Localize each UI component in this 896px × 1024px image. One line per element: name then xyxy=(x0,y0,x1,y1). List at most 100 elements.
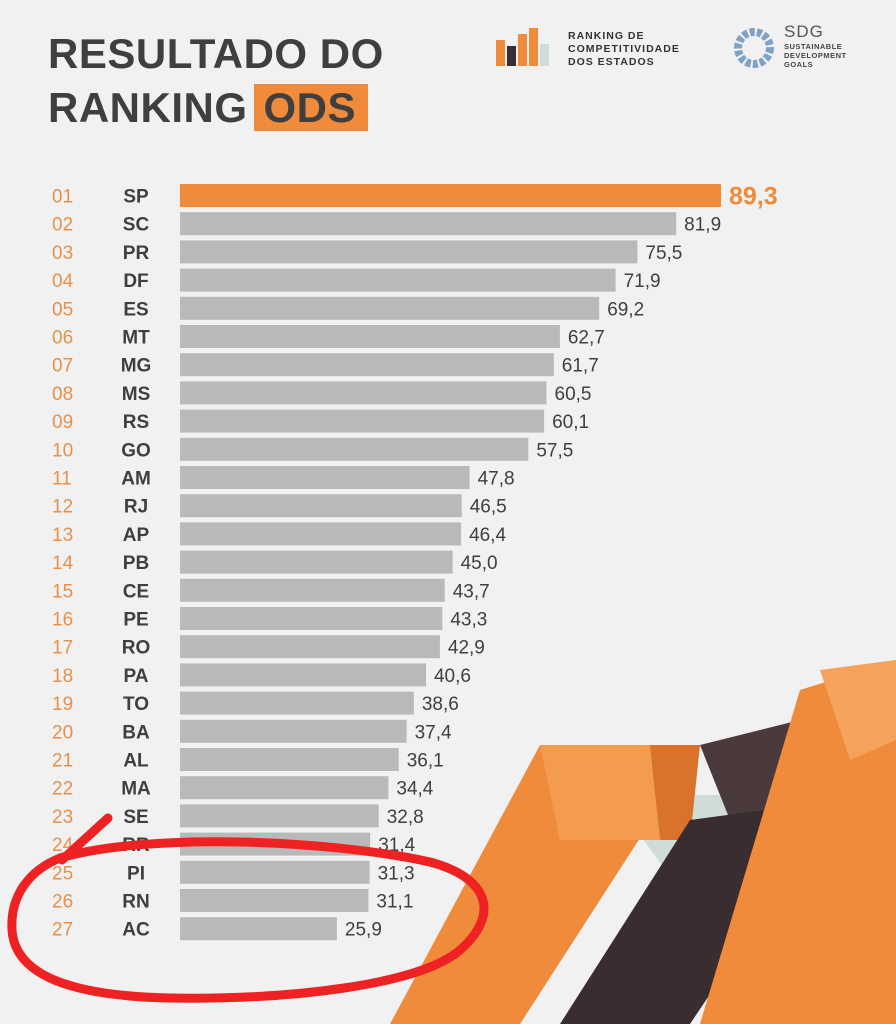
rank-number: 08 xyxy=(52,384,73,405)
title-ranking-word: RANKING xyxy=(48,84,248,131)
state-label: RJ xyxy=(124,497,148,518)
state-label: AC xyxy=(122,920,150,941)
rank-number: 06 xyxy=(52,328,73,349)
rank-number: 24 xyxy=(52,835,74,856)
state-label: SC xyxy=(123,215,150,236)
bar xyxy=(180,268,616,292)
bar xyxy=(180,212,677,236)
rank-number: 05 xyxy=(52,299,73,320)
rank-number: 21 xyxy=(52,751,73,772)
state-label: GO xyxy=(121,440,151,461)
state-label: AL xyxy=(123,751,149,772)
value-label: 31,4 xyxy=(378,835,415,856)
value-label: 81,9 xyxy=(684,215,721,236)
value-label: 36,1 xyxy=(407,751,444,772)
rank-number: 12 xyxy=(52,497,73,518)
sdg-logo-line: DEVELOPMENT xyxy=(784,51,847,60)
bar xyxy=(180,466,470,489)
rank-number: 19 xyxy=(52,694,73,715)
title-line-2: RANKING ODS xyxy=(48,84,384,132)
state-label: MA xyxy=(121,779,151,800)
value-label: 57,5 xyxy=(536,440,573,461)
rank-number: 14 xyxy=(52,553,74,574)
rank-number: 18 xyxy=(52,666,73,687)
state-label: RR xyxy=(122,835,150,856)
value-label: 69,2 xyxy=(607,299,644,320)
rank-number: 17 xyxy=(52,638,73,659)
bar xyxy=(180,917,337,941)
bar xyxy=(180,409,545,433)
sdg-logo-line: GOALS xyxy=(784,60,814,69)
bar xyxy=(180,296,600,320)
value-label: 75,5 xyxy=(645,243,682,264)
state-label: RS xyxy=(123,412,149,433)
bar xyxy=(180,719,407,743)
state-label: TO xyxy=(123,694,149,715)
value-label: 46,4 xyxy=(469,525,506,546)
bar xyxy=(180,832,371,856)
value-label: 34,4 xyxy=(396,779,433,800)
value-label: 60,1 xyxy=(552,412,589,433)
bar xyxy=(180,578,445,602)
value-label: 61,7 xyxy=(562,356,599,377)
bar xyxy=(180,748,399,771)
value-label: 43,3 xyxy=(450,610,487,631)
rank-number: 20 xyxy=(52,722,73,743)
value-label: 37,4 xyxy=(415,722,452,743)
rank-number: 03 xyxy=(52,243,73,264)
bar xyxy=(180,607,443,630)
bar xyxy=(180,325,560,348)
ranking-logo-icon xyxy=(496,28,549,66)
value-label: 46,5 xyxy=(470,497,507,518)
value-label: 60,5 xyxy=(555,384,592,405)
bar xyxy=(180,184,721,207)
state-label: MS xyxy=(122,384,151,405)
sdg-wheel-icon xyxy=(734,28,774,68)
bar xyxy=(180,353,554,377)
state-label: SP xyxy=(123,187,149,208)
value-label: 43,7 xyxy=(453,581,490,602)
bar xyxy=(180,550,453,574)
state-label: BA xyxy=(122,722,150,743)
value-label: 31,3 xyxy=(378,863,415,884)
ranking-logo-line: COMPETITIVIDADE xyxy=(568,43,680,55)
state-label: CE xyxy=(123,581,149,602)
state-label: MT xyxy=(122,328,150,349)
value-label: 42,9 xyxy=(448,638,485,659)
bar xyxy=(180,522,462,546)
rank-number: 13 xyxy=(52,525,73,546)
value-label: 32,8 xyxy=(387,807,424,828)
rank-number: 04 xyxy=(52,271,74,292)
ranking-logo-line: DOS ESTADOS xyxy=(568,56,655,68)
value-label: 47,8 xyxy=(478,469,515,490)
bar xyxy=(180,889,369,912)
state-label: PB xyxy=(123,553,149,574)
value-label: 62,7 xyxy=(568,328,605,349)
bar xyxy=(180,635,440,659)
bar xyxy=(180,494,462,518)
value-label: 31,1 xyxy=(376,892,413,913)
state-label: AM xyxy=(121,469,151,490)
ranking-bar-chart: 01 SP 89,3 02 SC 81,9 03 PR 75,5 04 DF 71,9 05 ES 69,2… xyxy=(52,183,778,941)
state-label: AP xyxy=(123,525,150,546)
rank-number: 22 xyxy=(52,779,73,800)
sdg-logo-title: SDG xyxy=(784,22,824,41)
state-label: DF xyxy=(123,271,148,292)
value-label: 71,9 xyxy=(624,271,661,292)
rank-number: 25 xyxy=(52,863,73,884)
ranking-logo-line: RANKING DE xyxy=(568,30,645,42)
state-label: PA xyxy=(124,666,149,687)
state-label: PI xyxy=(127,863,145,884)
bar xyxy=(180,437,529,461)
title-line-1: RESULTADO DO xyxy=(48,30,384,77)
rank-number: 09 xyxy=(52,412,73,433)
bar xyxy=(180,776,389,800)
bar xyxy=(180,804,379,828)
bar xyxy=(180,663,426,687)
state-label: PR xyxy=(123,243,150,264)
page-title: RESULTADO DO RANKING ODS xyxy=(48,30,384,132)
sdg-logo-subtitle: SUSTAINABLE DEVELOPMENT GOALS xyxy=(784,42,847,69)
ranking-logo-text: RANKING DE COMPETITIVIDADE DOS ESTADOS xyxy=(568,30,680,69)
bar xyxy=(180,860,370,884)
rank-number: 11 xyxy=(52,469,72,490)
